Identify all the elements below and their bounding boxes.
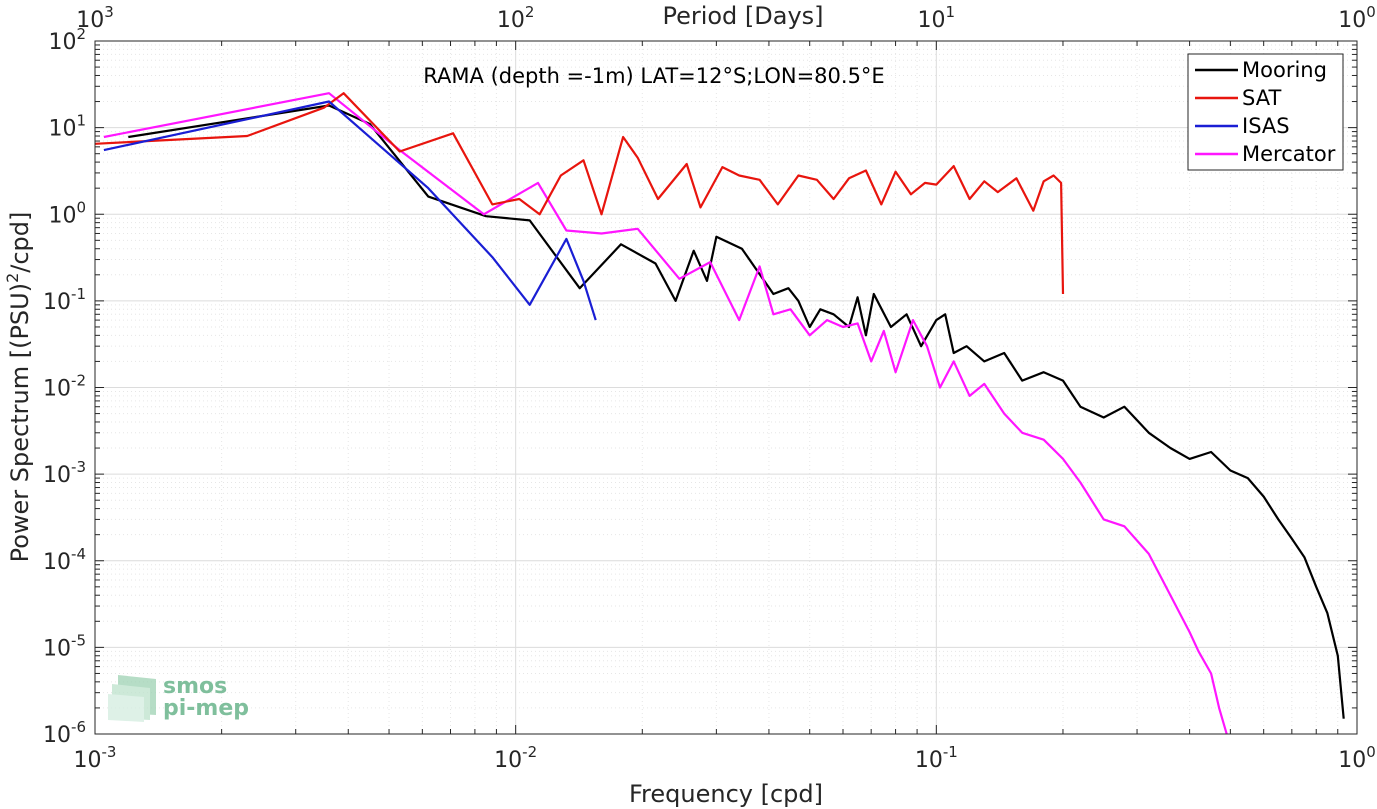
- y-tick-label: 10-5: [43, 631, 86, 661]
- y-tick-label-base: 10: [48, 30, 76, 55]
- top-tick-label-exp: 0: [1366, 3, 1376, 21]
- top-axis-label: Period [Days]: [662, 2, 823, 30]
- top-tick-label-base: 10: [1338, 8, 1366, 33]
- y-tick-label-base: 10: [43, 463, 71, 488]
- x-tick-label: 10-3: [74, 743, 117, 773]
- legend-items: Mooring SAT ISAS Mercator: [1195, 58, 1336, 166]
- series-layer: [94, 92, 1345, 735]
- y-tick-label: 10-6: [43, 718, 86, 748]
- legend-box: [1187, 53, 1344, 171]
- x-tick-label-base: 10: [915, 748, 943, 773]
- top-tick-label: 100: [1338, 3, 1376, 33]
- y-tick-label-base: 10: [48, 203, 76, 228]
- y-tick-label: 10-3: [43, 458, 86, 488]
- y-tick-label-exp: 1: [76, 112, 86, 130]
- x-tick-label-base: 10: [1338, 748, 1366, 773]
- legend-label-isas: ISAS: [1242, 114, 1290, 138]
- y-tick-label: 102: [48, 25, 86, 55]
- y-axis-label: Power Spectrum [(PSU)2/cpd]: [3, 212, 34, 563]
- y-tick-label-exp: -1: [71, 285, 86, 303]
- chart-title: RAMA (depth =-1m) LAT=12°S;LON=80.5°E: [423, 64, 884, 88]
- series-line-mooring: [128, 104, 1345, 719]
- legend-label-mercator: Mercator: [1242, 142, 1336, 166]
- tick-marks: [94, 40, 1358, 735]
- y-tick-label: 10-2: [43, 372, 86, 402]
- top-tick-label-exp: 2: [525, 3, 535, 21]
- logo-mark-icon: [108, 675, 156, 722]
- y-axis-label-sup: 2: [3, 273, 22, 283]
- series-line-sat: [94, 92, 1065, 295]
- y-tick-label-exp: -5: [71, 631, 86, 649]
- x-axis-label: Frequency [cpd]: [629, 780, 823, 808]
- x-tick-label-exp: -1: [943, 743, 958, 761]
- y-tick-label: 101: [48, 112, 86, 142]
- y-tick-label-exp: -3: [71, 458, 86, 476]
- y-tick-label: 10-1: [43, 285, 86, 315]
- x-tick-label: 100: [1338, 743, 1376, 773]
- smos-pi-mep-logo: smos pi-mep: [108, 674, 249, 722]
- series-line-mercator: [103, 92, 1228, 735]
- top-tick-label-exp: 1: [946, 3, 956, 21]
- x-tick-label-exp: -3: [102, 743, 117, 761]
- y-tick-label-exp: -6: [71, 718, 86, 736]
- y-tick-label-base: 10: [43, 723, 71, 748]
- x-tick-label-base: 10: [494, 748, 522, 773]
- top-tick-label: 103: [76, 3, 114, 33]
- y-tick-label-exp: -2: [71, 372, 86, 390]
- y-tick-label-base: 10: [43, 636, 71, 661]
- x-tick-label-base: 10: [74, 748, 102, 773]
- grid-major: [94, 41, 1357, 735]
- y-tick-label: 100: [48, 198, 86, 228]
- y-tick-label-exp: 2: [76, 25, 86, 43]
- legend: Mooring SAT ISAS Mercator: [1187, 53, 1344, 171]
- y-tick-label-base: 10: [48, 117, 76, 142]
- x-tick-labels: 10-3 10-2 10-1 100: [74, 743, 1376, 773]
- top-tick-label: 102: [497, 3, 535, 33]
- series-line-isas: [103, 100, 597, 321]
- top-tick-labels: 103 102 101 100: [76, 3, 1376, 33]
- y-tick-label-base: 10: [43, 550, 71, 575]
- y-axis-label-main: Power Spectrum [(PSU): [6, 283, 34, 562]
- logo-text-smos: smos: [163, 674, 227, 699]
- logo-text-pi-mep: pi-mep: [163, 696, 249, 721]
- x-tick-label-exp: 0: [1366, 743, 1376, 761]
- y-tick-label: 10-4: [43, 545, 86, 575]
- top-tick-label-exp: 3: [104, 3, 114, 21]
- y-tick-label-exp: 0: [76, 198, 86, 216]
- top-tick-label-base: 10: [76, 8, 104, 33]
- legend-label-sat: SAT: [1242, 86, 1281, 110]
- x-tick-label-exp: -2: [522, 743, 537, 761]
- x-tick-label: 10-1: [915, 743, 958, 773]
- legend-label-mooring: Mooring: [1242, 58, 1327, 82]
- top-tick-label-base: 10: [918, 8, 946, 33]
- y-axis-label-tail: /cpd]: [6, 212, 34, 273]
- top-tick-label-base: 10: [497, 8, 525, 33]
- y-tick-label-exp: -4: [71, 545, 86, 563]
- top-tick-label: 101: [918, 3, 956, 33]
- y-tick-label-base: 10: [43, 290, 71, 315]
- x-tick-label: 10-2: [494, 743, 537, 773]
- y-tick-label-base: 10: [43, 377, 71, 402]
